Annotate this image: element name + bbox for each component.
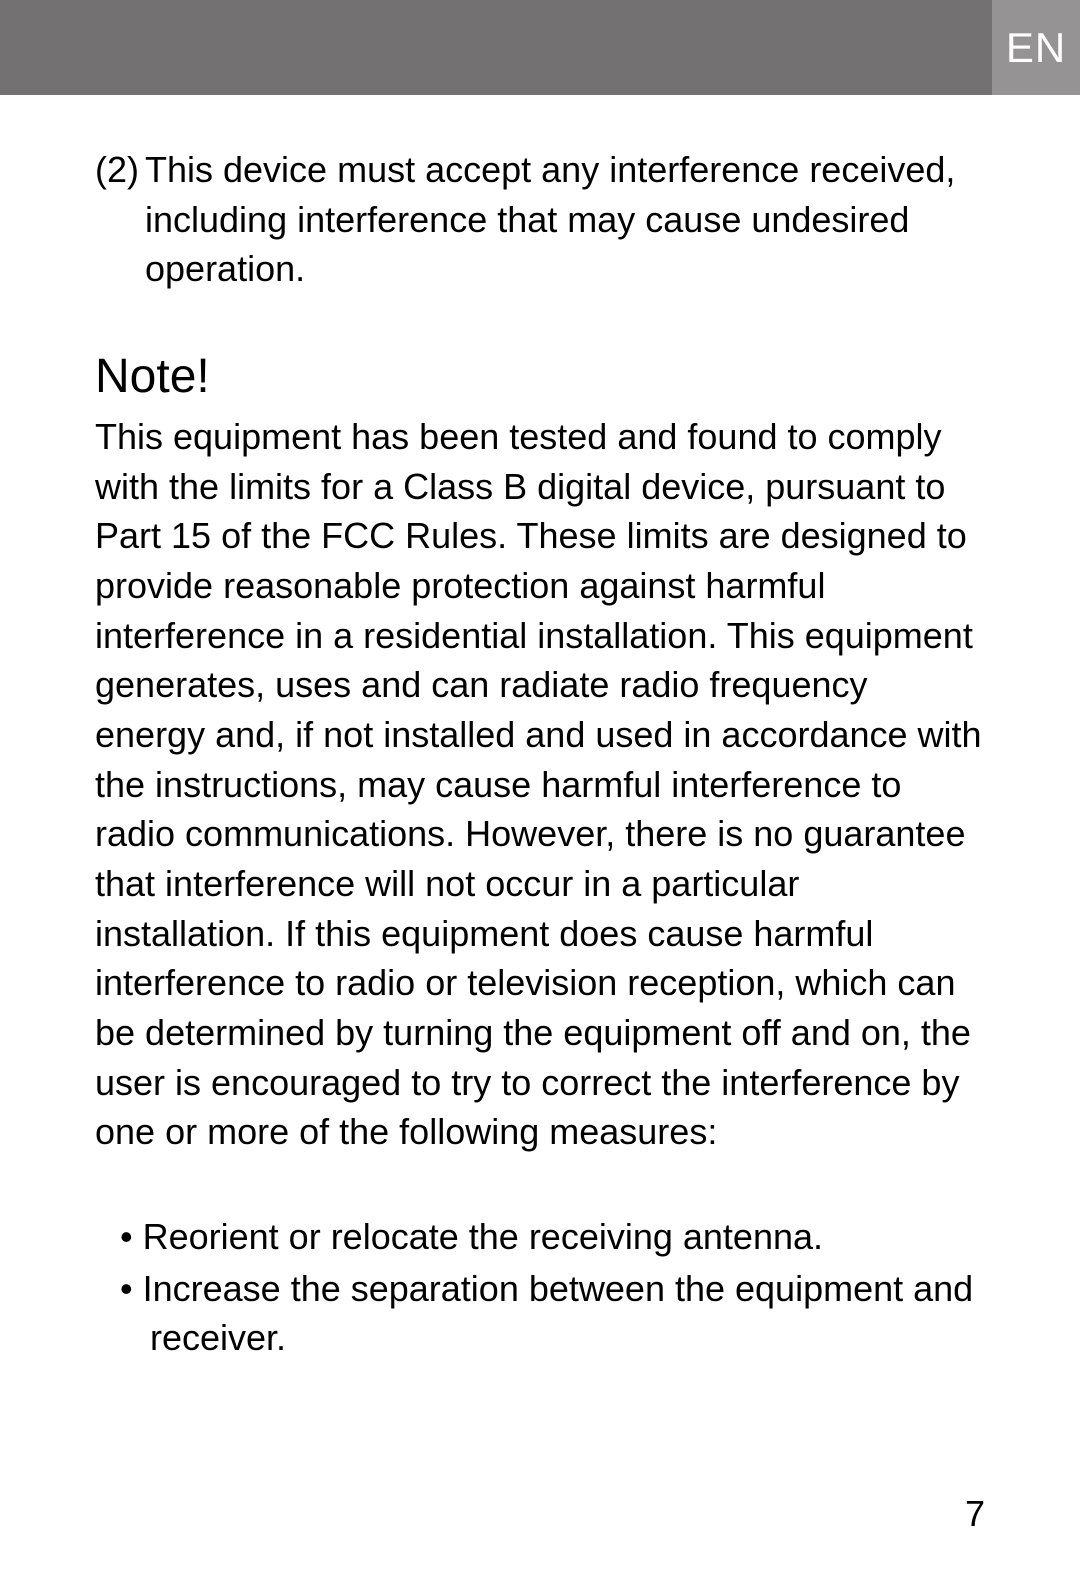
page-number: 7 (965, 1493, 985, 1535)
language-tab: EN (992, 0, 1080, 95)
bullet-list: Reorient or relocate the receiving anten… (95, 1212, 985, 1363)
numbered-item-2: (2)This device must accept any interfere… (95, 145, 985, 294)
language-label: EN (1006, 24, 1066, 72)
header-bar: EN (0, 0, 1080, 95)
note-heading: Note! (95, 349, 985, 404)
bullet-item: Increase the separation between the equi… (95, 1264, 985, 1363)
bullet-item: Reorient or relocate the receiving anten… (95, 1212, 985, 1262)
item-text: This device must accept any interference… (145, 145, 980, 294)
item-number: (2) (95, 145, 145, 195)
note-body: This equipment has been tested and found… (95, 412, 985, 1157)
page-content: (2)This device must accept any interfere… (0, 95, 1080, 1363)
